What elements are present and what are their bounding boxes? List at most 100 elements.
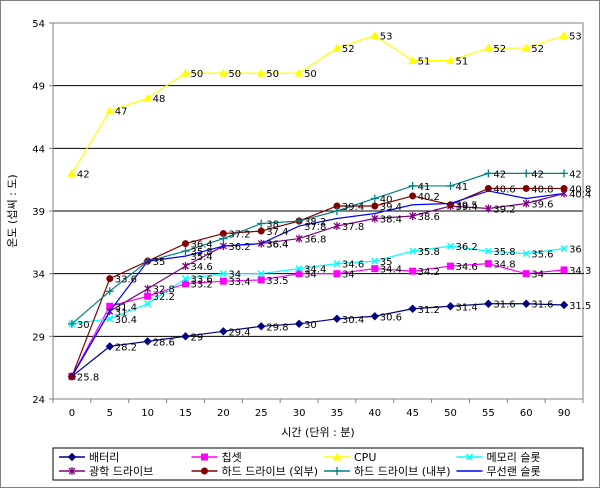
series-5-label-90: 40.4	[569, 189, 591, 200]
legend-label-3: CPU	[354, 451, 376, 464]
series-1-line	[71, 303, 565, 377]
series-1-point-50	[446, 302, 455, 311]
series-4-point-60	[522, 250, 530, 258]
series-5-point-35	[333, 222, 341, 231]
series-3-label-25: 50	[266, 69, 279, 80]
series-1-label-5: 28.2	[115, 342, 137, 353]
series-3	[67, 30, 569, 177]
series-2-label-90: 34.3	[569, 266, 591, 277]
legend-marker-5	[68, 467, 76, 475]
series-2-label-25: 33.5	[266, 276, 288, 287]
series-8-label-15: 35.4	[191, 252, 213, 263]
series-4-label-50: 36.2	[456, 242, 478, 253]
series-1-point-30	[294, 319, 304, 329]
x-axis-title: 시간 (단위 : 분)	[281, 426, 354, 439]
series-5-line	[71, 192, 565, 377]
series-3-label-30: 50	[304, 69, 317, 80]
series-4-label-45: 35.8	[418, 247, 440, 258]
legend-entry-8: 무선랜 슬롯	[456, 465, 541, 478]
series-3-label-10: 48	[153, 94, 166, 105]
x-tick-label-0: 0	[69, 408, 75, 419]
series-3-label-40: 53	[380, 32, 393, 43]
y-tick-label-39: 39	[32, 207, 45, 218]
series-6-point-40	[371, 202, 379, 210]
series-3-point-60	[521, 43, 531, 52]
series-8-label-25: 36.4	[266, 240, 288, 251]
series-5-label-30: 36.8	[304, 235, 326, 246]
series-4-point-90	[560, 245, 568, 253]
series-1-label-60: 31.6	[531, 300, 553, 311]
series-7-point-40	[370, 194, 379, 203]
series-7-label-40: 40	[380, 194, 393, 205]
series-6-label-35: 39.4	[342, 202, 364, 213]
series-5-label-10: 32.8	[153, 285, 175, 296]
series-4-line	[71, 245, 565, 325]
series-7-label-45: 41	[418, 182, 431, 193]
series-2-label-40: 34.4	[380, 265, 402, 276]
series-3-point-45	[408, 56, 417, 65]
series-1-label-0: 25.8	[77, 372, 99, 383]
series-5-point-60	[522, 199, 530, 208]
series-4-label-55: 35.8	[493, 247, 515, 258]
series-6-point-5	[106, 275, 114, 283]
series-2-point-55	[484, 260, 492, 268]
series-4-label-90: 36	[569, 245, 582, 256]
series-5-label-40: 38.4	[380, 215, 402, 226]
series-8	[71, 190, 565, 377]
series-2-label-15: 33.2	[191, 280, 213, 291]
x-tick-label-45: 45	[406, 408, 419, 419]
series-4-label-15: 33.6	[191, 275, 213, 286]
series-8-line	[71, 190, 565, 377]
y-tick-label-49: 49	[32, 82, 45, 93]
series-5-label-5: 31	[115, 307, 128, 318]
series-1-label-90: 31.5	[569, 301, 591, 312]
series-2-point-60	[522, 270, 530, 278]
series-1-point-60	[522, 299, 531, 308]
series-6-label-5: 33.6	[115, 275, 137, 286]
legend-label-7: 하드 드라이브 (내부)	[354, 464, 451, 478]
series-1-label-55: 31.6	[493, 300, 515, 311]
series-6-label-50: 39.5	[456, 201, 478, 212]
x-tick-label-35: 35	[331, 408, 344, 419]
legend-entry-3: CPU	[324, 451, 376, 464]
series-6-point-90	[560, 184, 568, 192]
series-5-point-15	[182, 262, 189, 271]
series-7-line	[71, 172, 565, 325]
series-1-label-30: 30	[304, 320, 317, 331]
series-7-label-50: 41	[456, 182, 469, 193]
series-3-label-35: 52	[342, 44, 355, 55]
series-1-point-20	[219, 327, 228, 336]
y-axis-ticks: 24 29 34 39 44 49 54	[32, 19, 53, 406]
series-7-point-20	[219, 234, 228, 243]
series-2-label-5: 31.4	[115, 302, 137, 313]
x-tick-label-5: 5	[107, 408, 113, 419]
series-2-point-90	[560, 266, 568, 274]
series-1-label-20: 29.4	[228, 327, 250, 338]
series-4-point-35	[333, 260, 341, 268]
series-7-point-0	[67, 319, 76, 328]
series-1-label-15: 29	[191, 332, 204, 343]
series-7-point-25	[257, 219, 266, 228]
series-4-point-5	[106, 315, 114, 323]
x-tick-label-25: 25	[255, 408, 268, 419]
series-5-label-50: 39.4	[456, 202, 478, 213]
series-3-label-60: 52	[531, 44, 544, 55]
series-2-point-20	[219, 277, 227, 285]
legend-label-1: 배터리	[89, 451, 119, 464]
series-7-point-60	[522, 169, 531, 178]
legend-entry-5: 광학 드라이브	[59, 465, 153, 478]
series-1-point-55	[484, 299, 493, 308]
data-labels: 25.8 28.2 28.6 29 29.4 29.8 30 30.4 30.6 31.2 31.4…	[77, 32, 591, 384]
legend-entry-2: 칩셋	[191, 451, 242, 464]
legend-label-5: 광학 드라이브	[89, 465, 153, 478]
series-3-label-50: 51	[456, 57, 469, 68]
series-3-label-55: 52	[493, 44, 506, 55]
series-6-label-45: 40.2	[418, 192, 440, 203]
series-2-point-15	[182, 280, 189, 288]
series-1-label-10: 28.6	[153, 337, 175, 348]
series-6-label-90: 40.8	[569, 184, 591, 195]
legend-marker-6	[201, 467, 208, 475]
